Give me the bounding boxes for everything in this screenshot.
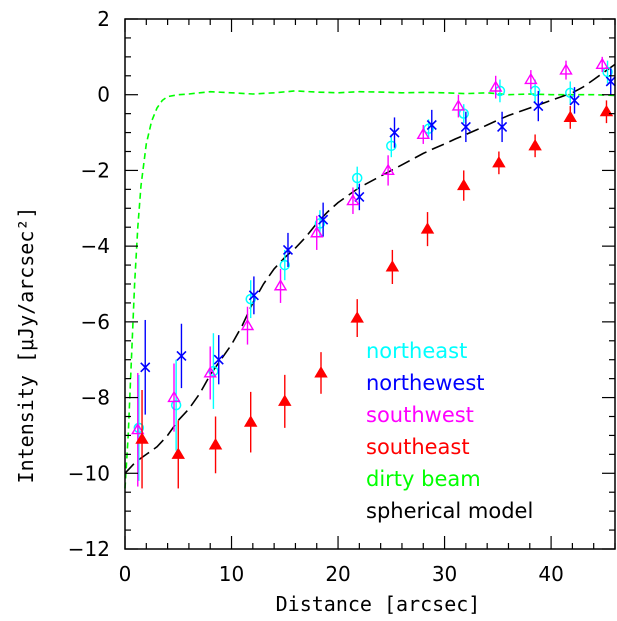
dirty-beam-curve — [124, 90, 616, 489]
northewest-point — [569, 95, 580, 106]
y-tick-label: 2 — [97, 7, 110, 31]
x-tick-label: 40 — [538, 562, 563, 586]
northeast-point — [279, 259, 291, 271]
southwest-point — [240, 318, 255, 331]
southwest-point — [488, 80, 503, 92]
northewest-point — [497, 121, 508, 132]
southwest-point — [310, 226, 324, 238]
x-tick-label: 0 — [119, 562, 132, 586]
northewest-point — [533, 101, 544, 112]
curves-layer — [124, 63, 616, 489]
southeast-point — [492, 155, 506, 168]
northeast-point — [386, 140, 397, 152]
northewest-point — [140, 362, 151, 373]
southwest-point — [416, 127, 430, 140]
southeast-point — [385, 260, 400, 272]
southwest-point — [559, 63, 573, 75]
x-tick-label: 10 — [219, 562, 244, 586]
y-tick-label: −4 — [81, 234, 110, 258]
southeast-point — [314, 366, 328, 378]
southeast-point — [457, 178, 471, 191]
southwest-point — [203, 366, 217, 378]
southeast-point — [528, 138, 542, 151]
legend-southwest: southwest — [366, 403, 474, 427]
y-tick-label: −10 — [68, 461, 110, 485]
y-tick-label: −8 — [81, 386, 110, 410]
southeast-point — [350, 311, 364, 323]
northewest-point — [605, 76, 616, 87]
southeast-point — [171, 447, 185, 459]
spherical-model-curve — [124, 63, 616, 474]
southwest-point — [451, 99, 466, 111]
northeast-point — [529, 85, 541, 97]
southwest-point — [273, 279, 288, 291]
northewest-point — [213, 354, 224, 365]
x-tick-label: 30 — [432, 562, 457, 586]
northeast-point — [170, 399, 182, 411]
northewest-point — [282, 244, 294, 255]
y-tick-label: −2 — [81, 158, 110, 182]
southeast-point — [243, 415, 258, 427]
northewest-point — [176, 350, 187, 361]
northeast-point — [208, 365, 219, 377]
y-tick-label: 0 — [97, 83, 110, 107]
northewest-point — [248, 290, 259, 301]
y-axis-title: Intensity [μJy/arcsec²] — [14, 207, 38, 484]
y-tick-label: −6 — [81, 310, 110, 334]
y-tick-label: −12 — [68, 537, 110, 561]
points-layer — [131, 56, 616, 489]
legend: northeast northewest southwest southeast… — [366, 339, 533, 523]
northeast-point — [133, 422, 145, 434]
legend-dirty-beam: dirty beam — [366, 467, 481, 491]
northewest-point — [389, 127, 400, 138]
northewest-point — [318, 214, 329, 225]
northeast-point — [351, 172, 363, 184]
northeast-point — [245, 293, 256, 305]
southeast-point — [278, 394, 292, 406]
legend-northeast: northeast — [366, 339, 467, 363]
legend-southeast: southeast — [366, 435, 470, 459]
southwest-point — [167, 390, 181, 403]
northeast-point — [314, 218, 326, 229]
southwest-point — [595, 57, 609, 69]
southwest-point — [131, 422, 145, 435]
southeast-point — [208, 438, 223, 450]
northeast-point — [423, 123, 434, 135]
x-axis-title: Distance [arcsec] — [276, 592, 481, 616]
legend-northewest: northewest — [366, 371, 485, 395]
southeast-point — [563, 110, 577, 122]
southeast-point — [135, 432, 149, 444]
ticks-layer — [124, 18, 616, 550]
southwest-point — [346, 193, 360, 206]
x-tick-label: 20 — [325, 562, 350, 586]
northewest-point — [426, 119, 437, 131]
northewest-point — [460, 121, 471, 132]
southeast-point — [420, 222, 435, 234]
tick-labels-layer: 0 10 20 30 40 −12 −10 −8 −6 −4 −2 0 2 — [68, 7, 564, 586]
southwest-point — [381, 163, 395, 175]
legend-spherical-model: spherical model — [366, 499, 533, 523]
southwest-point — [524, 72, 538, 85]
